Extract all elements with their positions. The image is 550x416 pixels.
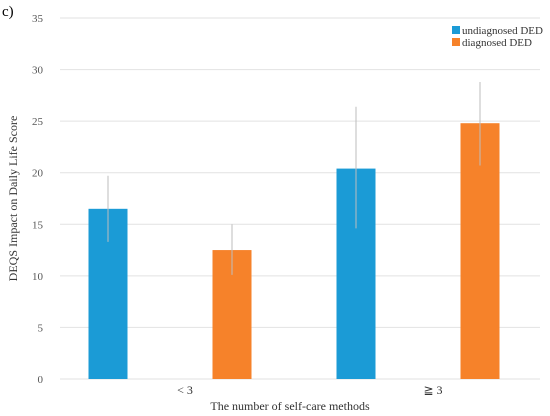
panel-label: c) [2, 4, 14, 20]
x-axis-categories: < 3 ≧ 3 [177, 383, 442, 397]
gridlines [60, 17, 540, 380]
y-tick-label: 35 [32, 13, 44, 25]
error-bars [107, 81, 481, 275]
x-category-label: < 3 [177, 383, 193, 397]
y-tick-label: 15 [32, 219, 44, 231]
y-tick-label: 25 [32, 116, 44, 128]
y-tick-label: 20 [32, 168, 44, 180]
y-axis-ticks: 0 5 10 15 20 25 30 35 [32, 13, 44, 386]
legend-swatch-undiagnosed [452, 26, 460, 34]
legend-label-diagnosed: diagnosed DED [462, 37, 532, 49]
bars [88, 123, 500, 379]
x-category-label: ≧ 3 [423, 383, 442, 397]
y-tick-label: 10 [32, 271, 44, 283]
y-tick-label: 30 [32, 65, 44, 77]
legend-swatch-diagnosed [452, 38, 460, 46]
x-axis-title: The number of self-care methods [210, 399, 370, 413]
y-tick-label: 0 [38, 374, 44, 386]
bar-diagnosed-1 [460, 123, 500, 379]
legend-label-undiagnosed: undiagnosed DED [462, 25, 543, 37]
y-axis-title: DEQS Impact on Daily Life Score [6, 116, 20, 282]
y-tick-label: 5 [38, 322, 44, 334]
legend: undiagnosed DED diagnosed DED [452, 25, 543, 49]
